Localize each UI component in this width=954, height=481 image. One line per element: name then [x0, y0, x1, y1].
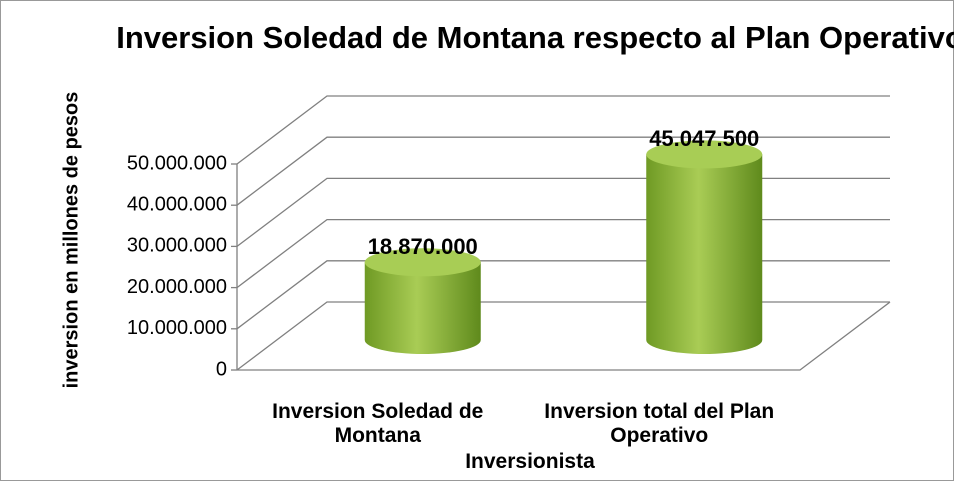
grid-line: [236, 136, 890, 206]
data-label: 18.870.000: [368, 234, 478, 259]
x-tick-label: Inversion Soledad de Montana: [272, 400, 484, 447]
grid-line: [236, 95, 890, 165]
y-tick-label: 50.000.000: [127, 152, 227, 174]
bar: [646, 154, 763, 354]
data-label: 45.047.500: [649, 126, 759, 151]
y-tick-label: 40.000.000: [127, 193, 227, 215]
chart-title: Inversion Soledad de Montana respecto al…: [116, 20, 954, 55]
bar-top: [364, 248, 481, 277]
y-tick-label: 20.000.000: [127, 276, 227, 298]
floor: [237, 301, 891, 371]
x-tick-label: Inversion total del Plan Operativo: [544, 400, 775, 447]
y-tick-label: 30.000.000: [127, 235, 227, 257]
y-axis-title: inversion en millones de pesos: [60, 92, 82, 389]
bar-top: [646, 140, 763, 169]
bar: [364, 262, 481, 354]
y-tick-label: 10.000.000: [127, 317, 227, 339]
y-tick-label: 0: [216, 358, 227, 380]
x-axis-title: Inversionista: [465, 450, 595, 473]
